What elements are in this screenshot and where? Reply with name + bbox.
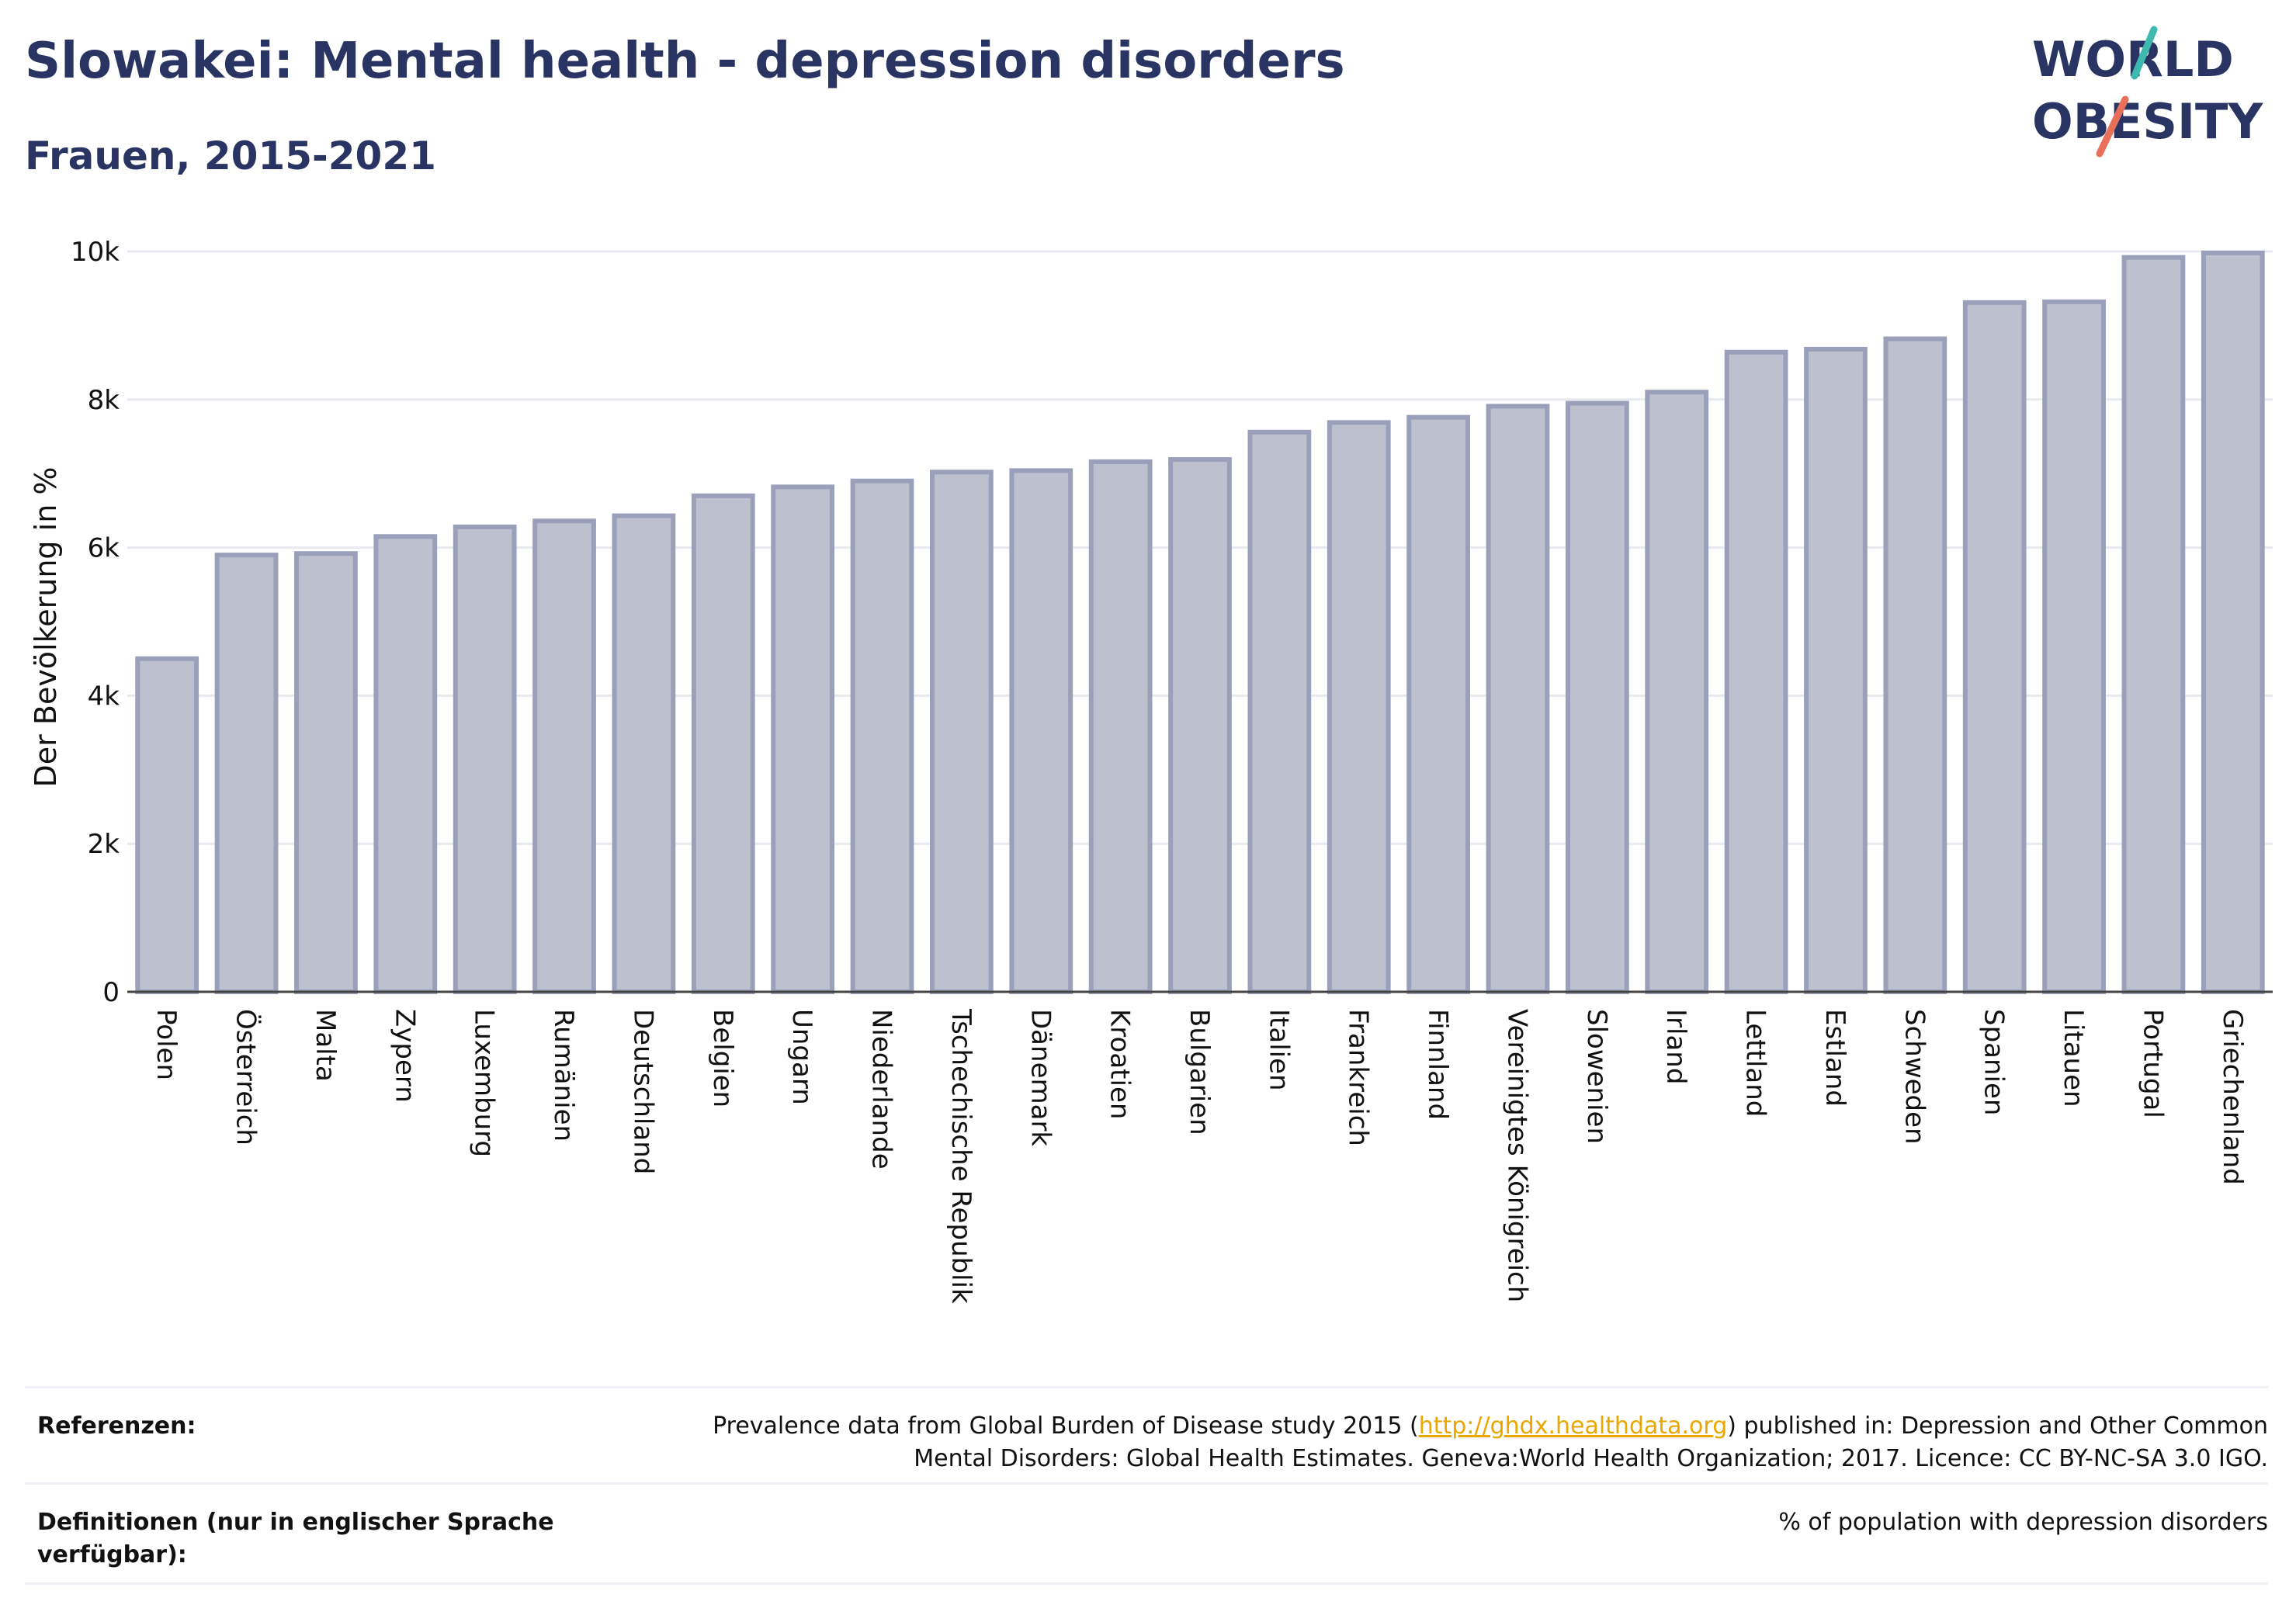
bar[interactable] — [1009, 468, 1073, 994]
y-tick-label: 10k — [71, 237, 120, 268]
bar[interactable] — [1804, 346, 1868, 995]
bar[interactable] — [1168, 457, 1232, 994]
y-tick-label: 0 — [102, 977, 120, 1008]
bar[interactable] — [1486, 404, 1550, 994]
chart-title: Slowakei: Mental health - depression dis… — [25, 33, 1345, 90]
references-suffix: ) published in: Depression and Other Com… — [914, 1412, 2268, 1472]
references-text: Prevalence data from Global Burden of Di… — [638, 1410, 2268, 1475]
bar[interactable] — [2121, 255, 2186, 994]
bar[interactable] — [453, 524, 517, 994]
y-tick-label: 8k — [88, 385, 120, 416]
bar[interactable] — [294, 551, 358, 994]
bar[interactable] — [373, 534, 438, 994]
bar[interactable] — [1565, 400, 1629, 994]
bar[interactable] — [691, 493, 755, 994]
x-tick-label: Malta — [310, 1009, 341, 1082]
x-tick-label: Kroatien — [1105, 1009, 1136, 1119]
x-tick-label: Litauen — [2058, 1009, 2089, 1107]
x-tick-label: Schweden — [1899, 1009, 1930, 1145]
logo-slash-coral — [2096, 95, 2129, 158]
bar[interactable] — [850, 478, 914, 994]
references-label: Referenzen: — [37, 1412, 196, 1440]
bar[interactable] — [2201, 250, 2265, 994]
x-tick-label: Finnland — [1422, 1009, 1453, 1120]
references-prefix: Prevalence data from Global Burden of Di… — [713, 1412, 1419, 1440]
x-tick-label: Niederlande — [866, 1009, 897, 1170]
x-tick-label: Frankreich — [1343, 1009, 1374, 1146]
bar[interactable] — [1962, 300, 2027, 994]
bars — [135, 250, 2265, 995]
x-tick-label: Dänemark — [1025, 1009, 1056, 1146]
bar[interactable] — [2042, 299, 2106, 994]
x-tick-labels: Polen Österreich Malta Zypern Luxemburg Rumän… — [151, 1008, 2248, 1304]
y-axis-label: Der Bevölkerung in % — [29, 467, 63, 788]
x-tick-label: Österreich — [231, 1009, 262, 1145]
x-tick-label: Slowenien — [1581, 1009, 1612, 1144]
references-row: Referenzen: Prevalence data from Global … — [25, 1386, 2268, 1483]
bar[interactable] — [532, 518, 596, 994]
definitions-text: % of population with depression disorder… — [1778, 1509, 2268, 1536]
x-tick-label: Italien — [1263, 1009, 1294, 1091]
x-tick-label: Polen — [151, 1009, 182, 1080]
x-tick-label: Vereinigtes Königreich — [1501, 1009, 1532, 1302]
x-tick-label: Ungarn — [786, 1009, 817, 1105]
y-tick-label: 4k — [88, 681, 120, 712]
x-tick-label: Portugal — [2137, 1009, 2168, 1118]
x-tick-label: Deutschland — [627, 1009, 658, 1174]
bar[interactable] — [1883, 336, 1947, 994]
x-tick-label: Bulgarien — [1184, 1009, 1215, 1135]
logo-line2: OBESITY — [2032, 93, 2263, 150]
bar[interactable] — [1724, 349, 1788, 994]
bar[interactable] — [135, 656, 199, 994]
chart-subtitle: Frauen, 2015-2021 — [25, 133, 436, 178]
bar[interactable] — [1327, 420, 1391, 994]
bar[interactable] — [771, 484, 835, 994]
bar[interactable] — [214, 553, 279, 994]
bar[interactable] — [1406, 414, 1470, 994]
bar[interactable] — [1088, 459, 1153, 994]
x-tick-label: Luxemburg — [469, 1009, 500, 1157]
x-tick-label: Rumänien — [548, 1009, 579, 1142]
logo-slash-teal — [2131, 26, 2158, 80]
bar-chart: 0 2k 4k 6k 8k 10k Polen Österreich Malta Zypern L… — [29, 237, 2273, 1304]
y-tick-labels: 0 2k 4k 6k 8k 10k — [71, 237, 120, 1008]
bar[interactable] — [930, 470, 994, 994]
x-tick-label: Spanien — [1979, 1009, 2010, 1115]
x-tick-label: Irland — [1660, 1009, 1691, 1084]
world-obesity-logo[interactable]: WORLD OBESITY — [2026, 22, 2282, 161]
bar[interactable] — [612, 513, 676, 994]
x-tick-label: Estland — [1819, 1009, 1850, 1107]
references-link[interactable]: http://ghdx.healthdata.org — [1418, 1412, 1728, 1440]
x-tick-label: Tschechische Republik — [945, 1008, 976, 1304]
y-tick-label: 6k — [88, 533, 120, 564]
definitions-label: Definitionen (nur in englischer Sprache … — [37, 1509, 554, 1568]
bar[interactable] — [1645, 390, 1709, 994]
x-tick-label: Belgien — [707, 1009, 738, 1107]
x-tick-label: Lettland — [1740, 1009, 1771, 1117]
bar[interactable] — [1247, 429, 1312, 994]
x-tick-label: Griechenland — [2217, 1009, 2248, 1185]
definitions-row: Definitionen (nur in englischer Sprache … — [25, 1482, 2268, 1585]
x-tick-label: Zypern — [389, 1009, 420, 1103]
y-tick-label: 2k — [88, 829, 120, 860]
